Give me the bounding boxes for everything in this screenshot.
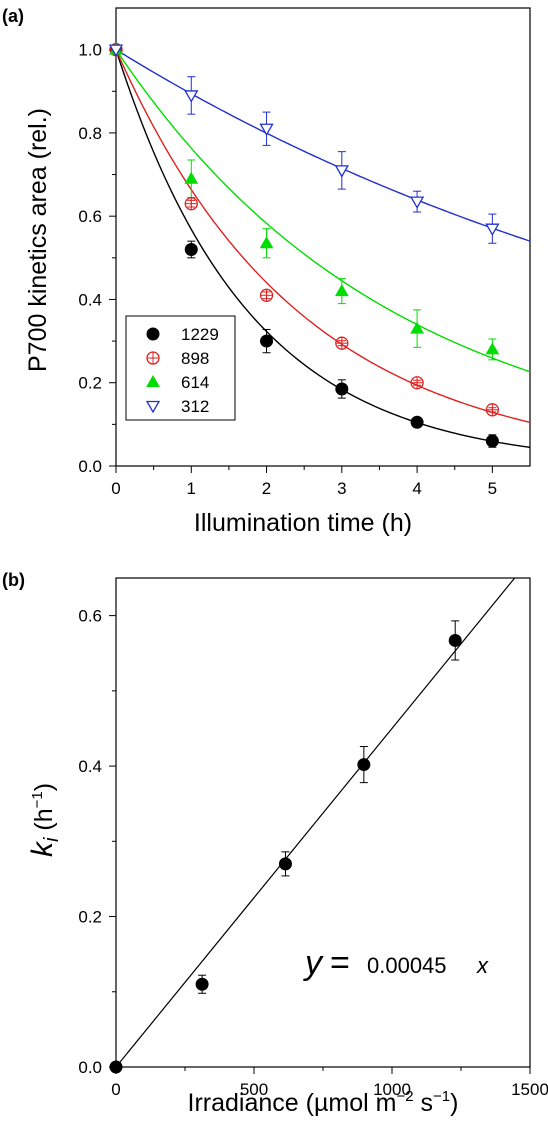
panel-a-frame bbox=[115, 7, 531, 467]
x-axis-title-b: Irradiance (µmol m−2 s−1) bbox=[188, 1088, 459, 1117]
data-point-898-1 bbox=[184, 197, 198, 211]
x-tick-label-b-0: 0 bbox=[111, 1080, 120, 1099]
equation-y: y bbox=[303, 944, 324, 982]
data-point-1229-1 bbox=[184, 242, 198, 256]
data-point-b-0 bbox=[109, 1060, 123, 1074]
data-point-b-1 bbox=[195, 977, 209, 991]
data-point-614-5 bbox=[485, 342, 500, 355]
panel-a: (a) 0 1 2 3 4 5 0.0 0.2 0.4 0.6 0.8 1.0 1229 898 614 3… bbox=[2, 6, 531, 537]
legend-marker-312 bbox=[145, 400, 161, 414]
x-tick-label-a-0: 0 bbox=[111, 479, 120, 498]
y-tick-label-a-5: 1.0 bbox=[78, 41, 102, 60]
equation-equals: = bbox=[330, 944, 350, 982]
fit-curve-898 bbox=[115, 49, 531, 424]
data-point-614-4 bbox=[410, 321, 424, 334]
y-tick-label-a-1: 0.2 bbox=[78, 374, 102, 393]
legend-marker-1229 bbox=[146, 327, 160, 341]
y-tick-label-b-0: 0.0 bbox=[78, 1058, 102, 1077]
legend-marker-898 bbox=[146, 351, 160, 365]
y-tick-label-b-1: 0.2 bbox=[78, 908, 102, 927]
panel-b-label: (b) bbox=[2, 570, 25, 590]
data-point-898-3 bbox=[335, 336, 349, 350]
data-point-1229-2 bbox=[260, 334, 274, 348]
equation-x: x bbox=[476, 953, 489, 978]
fit-curve-614 bbox=[115, 49, 531, 373]
x-tick-label-b-1: 500 bbox=[240, 1080, 268, 1099]
data-point-b-3 bbox=[357, 758, 371, 772]
data-point-614-1 bbox=[184, 171, 199, 184]
y-axis-title-b: ki (h−1) bbox=[26, 783, 63, 857]
x-tick-label-a-1: 1 bbox=[187, 479, 196, 498]
data-point-614-2 bbox=[259, 236, 274, 249]
legend-label-898: 898 bbox=[181, 349, 209, 368]
data-point-b-2 bbox=[278, 857, 292, 871]
data-point-898-5 bbox=[485, 403, 500, 417]
panel-a-label: (a) bbox=[2, 6, 24, 26]
legend-label-312: 312 bbox=[181, 397, 209, 416]
x-tick-label-b-3: 1500 bbox=[511, 1080, 548, 1099]
fit-curve-1229 bbox=[115, 49, 531, 449]
data-point-b-4 bbox=[448, 633, 462, 647]
legend-label-614: 614 bbox=[181, 373, 209, 392]
data-point-312-3 bbox=[334, 165, 349, 178]
y-tick-label-a-3: 0.6 bbox=[78, 207, 102, 226]
legend: 1229 898 614 312 bbox=[125, 315, 236, 421]
y-tick-label-b-3: 0.6 bbox=[78, 607, 102, 626]
y-axis-title-a: P700 kinetics area (rel.) bbox=[24, 108, 52, 372]
data-point-1229-4 bbox=[410, 415, 424, 429]
fit-equation: y = 0.00045 x bbox=[303, 944, 489, 982]
data-point-312-4 bbox=[409, 196, 425, 209]
y-tick-label-a-2: 0.4 bbox=[78, 290, 102, 309]
legend-label-1229: 1229 bbox=[181, 325, 219, 344]
legend-marker-614 bbox=[146, 374, 160, 387]
data-point-312-5 bbox=[485, 223, 500, 236]
y-tick-label-a-4: 0.8 bbox=[78, 124, 102, 143]
panel-b: (b) 0 500 1000 1500 0.0 0.2 0.4 0.6 y = 0.00045… bbox=[2, 570, 548, 1117]
data-point-312-1 bbox=[184, 90, 199, 103]
x-tick-label-b-2: 1000 bbox=[373, 1080, 411, 1099]
data-point-312-2 bbox=[259, 123, 274, 137]
panel-b-frame bbox=[115, 577, 531, 1068]
data-point-1229-3 bbox=[335, 382, 349, 396]
data-point-898-2 bbox=[259, 288, 274, 302]
data-point-1229-5 bbox=[485, 434, 499, 448]
y-tick-label-b-2: 0.4 bbox=[78, 757, 102, 776]
data-point-898-4 bbox=[410, 376, 424, 390]
fit-line bbox=[115, 577, 516, 1068]
fit-curve-312 bbox=[115, 49, 531, 242]
equation-slope-value: 0.00045 bbox=[367, 953, 447, 978]
x-tick-label-a-4: 4 bbox=[412, 479, 421, 498]
x-tick-label-a-5: 5 bbox=[488, 479, 497, 498]
data-point-312-0 bbox=[108, 44, 124, 57]
legend-box bbox=[125, 315, 236, 421]
data-point-614-3 bbox=[334, 284, 349, 297]
x-tick-label-a-2: 2 bbox=[262, 479, 271, 498]
x-axis-title-a: Illumination time (h) bbox=[194, 509, 412, 537]
x-tick-label-a-3: 3 bbox=[337, 479, 346, 498]
y-tick-label-a-0: 0.0 bbox=[78, 457, 102, 476]
